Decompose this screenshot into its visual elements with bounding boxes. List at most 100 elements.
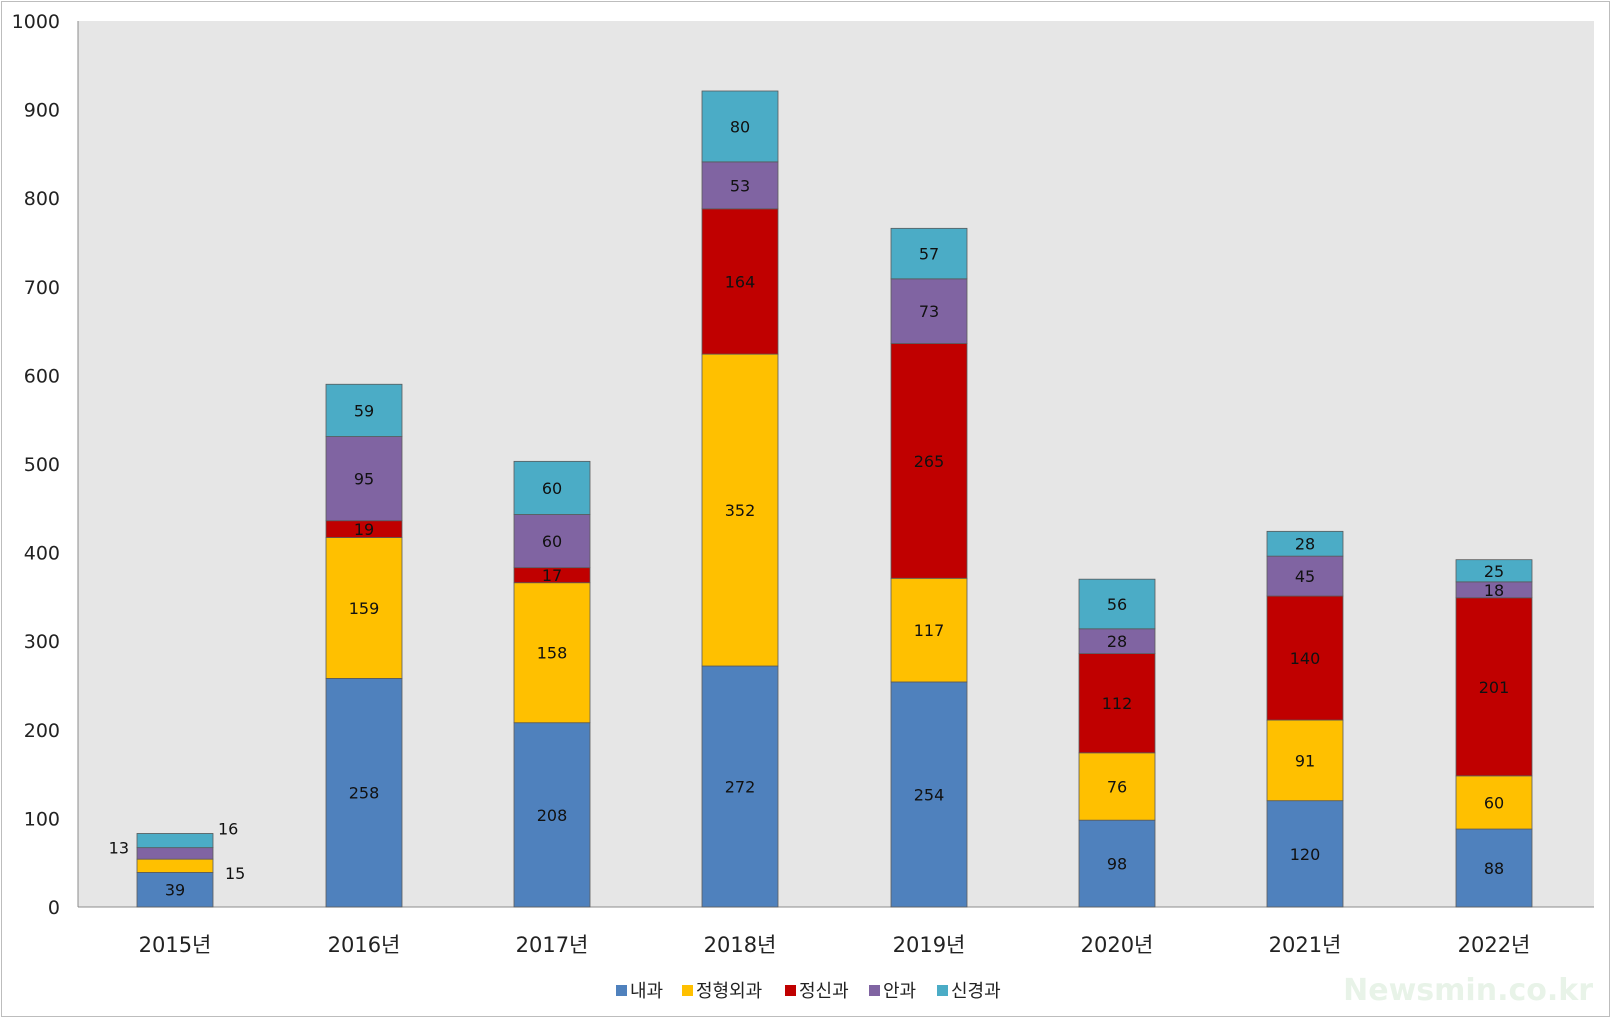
data-labels: 39 15 13 16 258 159 19 95 59 208 158 17 60 60 272 352 16… [109,117,1510,899]
x-tick-label: 2016년 [328,933,401,957]
x-tick-label: 2015년 [139,933,212,957]
data-label: 265 [914,452,945,471]
data-label: 17 [542,566,562,585]
y-tick-label: 0 [48,897,60,919]
bar-segment [1455,775,1533,830]
data-label: 208 [537,806,568,825]
legend: 내과 정형외과 정신과 안과 신경과 [616,981,1001,1002]
bar-segment [136,847,214,860]
y-tick-label: 400 [24,543,60,565]
data-label: 120 [1290,845,1321,864]
data-label: 117 [914,621,945,640]
data-label: 254 [914,785,945,804]
data-label: 95 [354,470,374,489]
data-label: 60 [542,479,562,498]
bar-segment [890,227,968,280]
y-axis: 0 100 200 300 400 500 600 700 800 900 1000 [12,11,60,919]
bar-segment [513,460,591,515]
data-label: 164 [725,272,756,291]
bar-segment [513,582,591,724]
bar-segment [890,577,968,683]
data-label: 39 [165,881,185,900]
data-label: 158 [537,644,568,663]
data-label: 98 [1107,855,1127,874]
y-tick-label: 700 [24,277,60,299]
y-tick-label: 600 [24,365,60,387]
y-tick-label: 300 [24,631,60,653]
bars [136,90,1533,908]
bar-segment [136,833,214,849]
data-label: 73 [919,302,939,321]
bar-segment [890,681,968,908]
data-label: 15 [225,864,245,883]
bar-segment [701,90,779,163]
data-label: 88 [1484,859,1504,878]
x-tick-label: 2021년 [1269,933,1342,957]
y-tick-label: 1000 [12,11,60,33]
bar-segment [325,436,403,522]
legend-label: 정형외과 [696,981,762,1002]
data-label: 80 [730,117,750,136]
data-label: 59 [354,401,374,420]
data-label: 45 [1295,567,1315,586]
bar-segment [1266,595,1344,721]
data-label: 140 [1290,649,1321,668]
data-label: 28 [1107,632,1127,651]
bar-segment [1078,653,1156,754]
bar-segment [701,665,779,908]
y-tick-label: 500 [24,454,60,476]
bar-segment [325,537,403,679]
bar-segment [513,514,591,569]
legend-label: 안과 [883,981,916,1002]
bar-segment [1455,597,1533,777]
data-label: 352 [725,501,756,520]
bar-segment [701,161,779,210]
bar-segment [136,872,214,908]
data-label: 18 [1484,581,1504,600]
data-label: 28 [1295,535,1315,554]
bar-segment [1455,828,1533,908]
data-label: 56 [1107,595,1127,614]
data-label: 13 [109,838,129,857]
bar-segment [513,722,591,908]
x-tick-label: 2017년 [516,933,589,957]
y-tick-label: 900 [24,100,60,122]
bar-segment [890,278,968,344]
data-label: 60 [542,532,562,551]
data-label: 60 [1484,793,1504,812]
data-label: 258 [349,784,380,803]
legend-swatch [682,985,693,996]
bar-segment [1078,628,1156,655]
x-tick-label: 2020년 [1081,933,1154,957]
bar-segment [1078,752,1156,821]
legend-swatch [785,985,796,996]
data-label: 25 [1484,562,1504,581]
bar-segment [890,343,968,579]
legend-swatch [869,985,880,996]
data-label: 57 [919,245,939,264]
data-label: 91 [1295,751,1315,770]
bar-segment [325,678,403,908]
x-axis: 2015년 2016년 2017년 2018년 2019년 2020년 2021년 2022년 [139,933,1531,957]
y-tick-label: 800 [24,188,60,210]
y-tick-label: 200 [24,720,60,742]
plot-area [78,21,1594,907]
legend-label: 내과 [630,981,663,1002]
x-tick-label: 2018년 [704,933,777,957]
bar-segment [1266,530,1344,557]
data-label: 19 [354,520,374,539]
watermark: Newsmin.co.kr [1343,973,1593,1008]
data-label: 272 [725,778,756,797]
bar-segment [325,383,403,437]
y-tick-label: 100 [24,808,60,830]
data-label: 201 [1479,678,1510,697]
data-label: 159 [349,599,380,618]
legend-label: 신경과 [951,981,1001,1002]
x-tick-label: 2022년 [1458,933,1531,957]
bar-segment [136,858,214,873]
bar-segment [701,208,779,355]
data-label: 112 [1102,694,1133,713]
bar-segment [1266,800,1344,908]
